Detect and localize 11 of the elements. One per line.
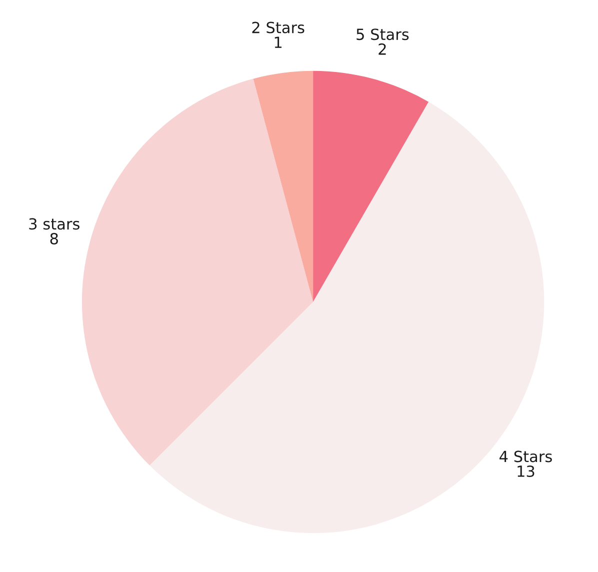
pie-slice [253, 70, 314, 302]
slice-label: 4 Stars [500, 450, 552, 462]
data-label: 1 [274, 36, 282, 48]
slice-label: 2 Stars [252, 22, 304, 34]
pie-slice [82, 78, 314, 466]
slice-label: 5 Stars [356, 28, 409, 40]
slice-label: 3 stars [29, 218, 80, 230]
data-label: 2 [378, 43, 386, 55]
data-label: 13 [518, 465, 534, 478]
data-label: 8 [50, 232, 58, 244]
pie-slice [313, 70, 429, 302]
